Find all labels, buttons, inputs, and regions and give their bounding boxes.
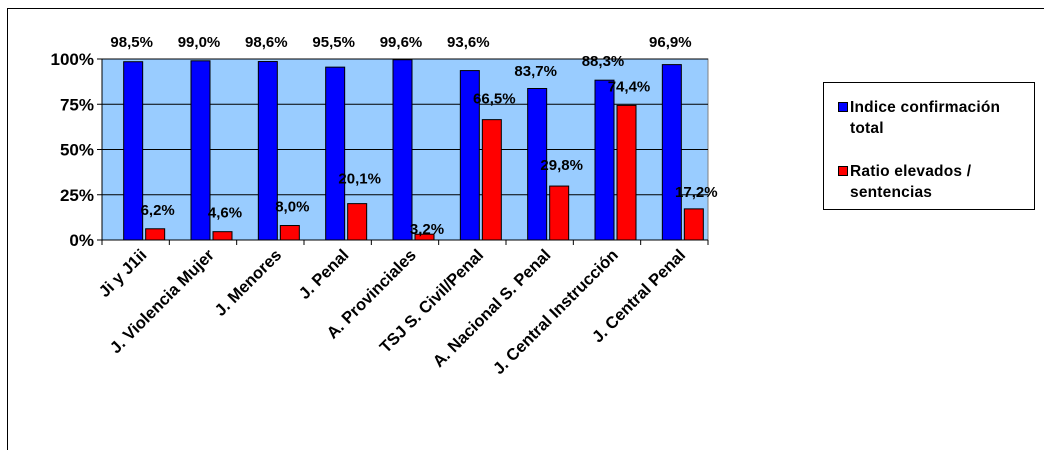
data-label-ratio: 8,0% <box>275 199 309 216</box>
category-label: J. Central Instrucción <box>490 246 622 378</box>
data-label-ratio: 4,6% <box>208 205 242 222</box>
data-label-ratio: 66,5% <box>473 91 516 108</box>
data-label-confirmacion: 99,6% <box>380 34 423 51</box>
category-label: A. Nacional S. Penal <box>430 246 555 371</box>
bar-confirmacion <box>594 79 615 241</box>
bar-ratio <box>212 231 233 241</box>
data-label-confirmacion: 98,5% <box>110 34 153 51</box>
bar-confirmacion <box>459 70 480 241</box>
bar-confirmacion <box>190 60 211 241</box>
data-label-ratio: 3,2% <box>410 221 444 238</box>
bar-ratio <box>414 233 435 241</box>
y-tick-label: 25% <box>60 186 94 205</box>
y-tick-label: 50% <box>60 141 94 160</box>
data-label-ratio: 29,8% <box>540 157 583 174</box>
bar-confirmacion <box>123 61 144 241</box>
bar-confirmacion <box>527 88 548 241</box>
bar-confirmacion <box>257 61 278 241</box>
bar-ratio <box>145 228 166 241</box>
legend-label-ratio-line1: Ratio elevados / <box>850 163 972 180</box>
legend-key-red <box>838 166 848 176</box>
bar-ratio <box>279 225 300 241</box>
y-tick-label: 0% <box>69 231 94 250</box>
bar-ratio <box>683 208 704 241</box>
chart-frame <box>7 8 1044 450</box>
legend-label-confirmacion-line2: total <box>850 120 884 137</box>
legend: Indice confirmación total Ratio elevados… <box>823 82 1035 210</box>
data-label-confirmacion: 99,0% <box>178 34 221 51</box>
legend-key-blue <box>838 102 848 112</box>
legend-entry-ratio: Ratio elevados / sentencias <box>838 161 1030 203</box>
legend-label-confirmacion-line1: Indice confirmación <box>850 99 1001 116</box>
data-label-ratio: 17,2% <box>675 184 718 201</box>
legend-label-ratio-line2: sentencias <box>850 184 933 201</box>
bar-confirmacion <box>392 59 413 241</box>
legend-entry-confirmacion: Indice confirmación total <box>838 97 1030 139</box>
bar-confirmacion <box>325 66 346 241</box>
data-label-confirmacion: 93,6% <box>447 34 490 51</box>
bar-ratio <box>481 119 502 241</box>
data-label-ratio: 6,2% <box>141 202 175 219</box>
bar-confirmacion <box>661 64 682 241</box>
category-label: J. Menores <box>211 246 285 320</box>
data-label-ratio: 20,1% <box>338 171 381 188</box>
y-tick-label: 75% <box>60 95 94 114</box>
bar-ratio <box>347 203 368 241</box>
data-label-confirmacion: 96,9% <box>649 34 692 51</box>
bar-ratio <box>549 185 570 241</box>
category-label: J. Penal <box>296 246 353 303</box>
data-label-confirmacion: 88,3% <box>582 53 625 70</box>
category-label: Ji y J1ii <box>96 246 151 301</box>
data-label-confirmacion: 83,7% <box>514 63 557 80</box>
data-label-confirmacion: 95,5% <box>312 34 355 51</box>
bar-ratio <box>616 104 637 241</box>
data-label-ratio: 74,4% <box>608 78 651 95</box>
data-label-confirmacion: 98,6% <box>245 34 288 51</box>
y-tick-label: 100% <box>51 50 94 69</box>
